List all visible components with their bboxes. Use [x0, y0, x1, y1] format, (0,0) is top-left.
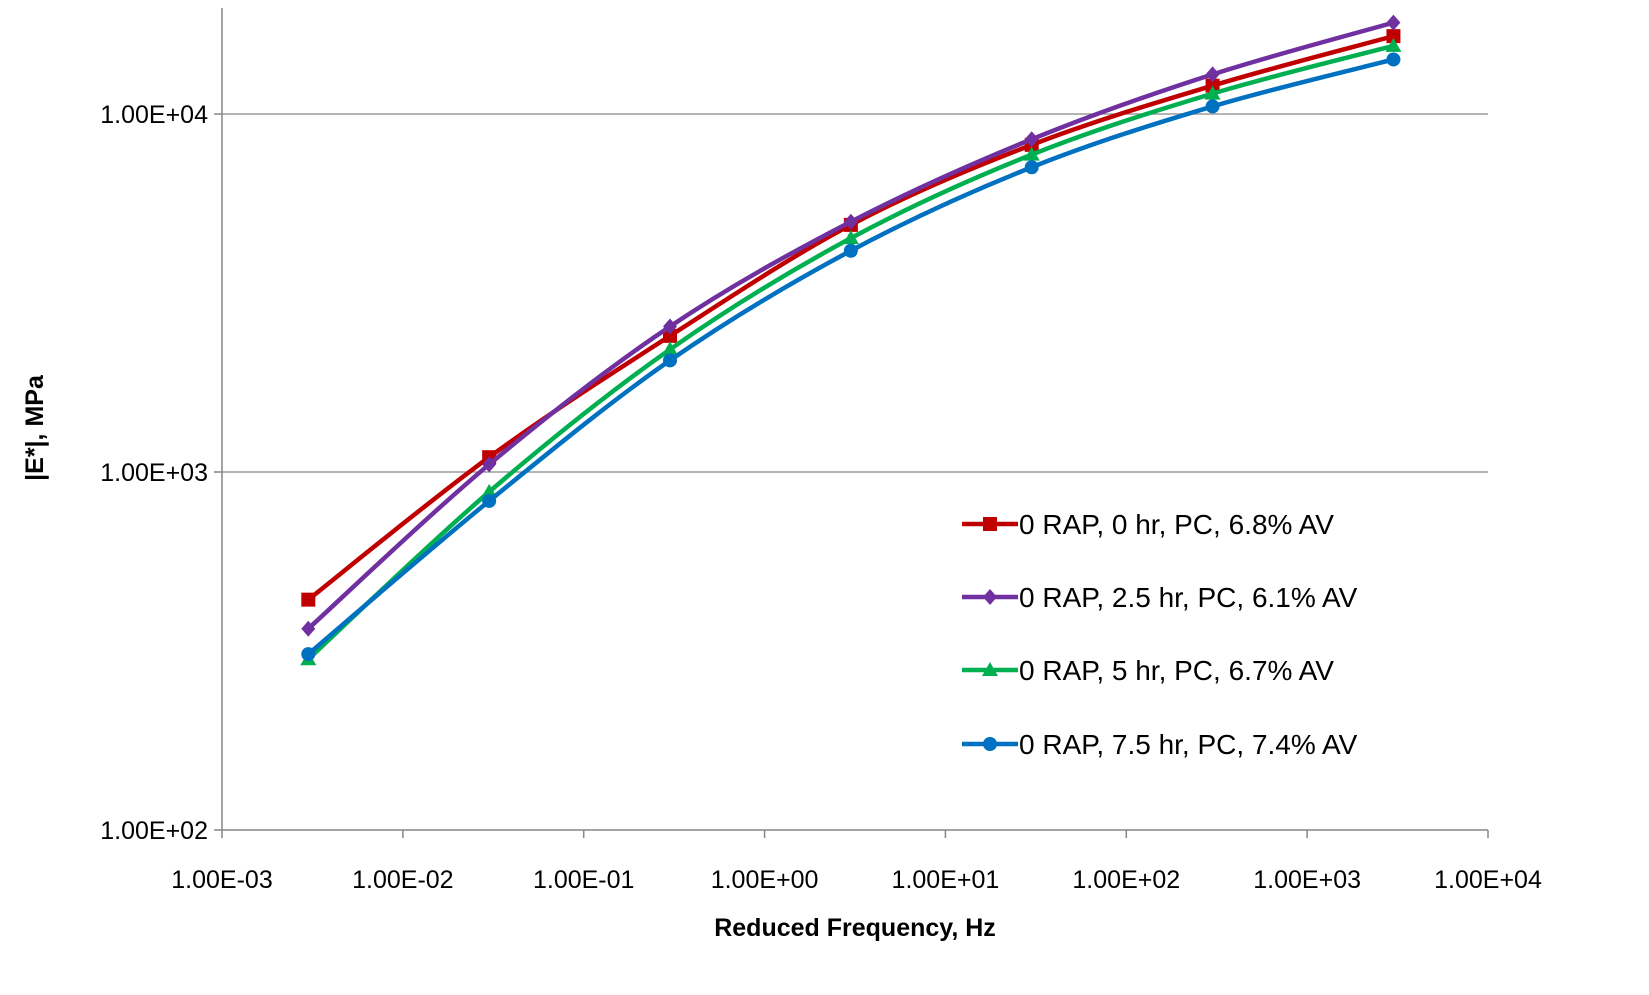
data-point-3-0: [301, 647, 316, 662]
x-axis-ticks: 1.00E-03 1.00E-02 1.00E-01 1.00E+00 1.00E+01…: [171, 830, 1542, 894]
data-point-3-2: [663, 353, 678, 368]
legend-label-2: 0 RAP, 5 hr, PC, 6.7% AV: [1019, 655, 1334, 686]
y-tick-label: 1.00E+03: [100, 459, 208, 487]
series-2: [300, 37, 1402, 666]
data-point-1-5: [1205, 66, 1220, 83]
y-tick-label: 1.00E+02: [100, 817, 208, 845]
data-point-3-6: [1386, 52, 1401, 67]
legend-item-0: 0 RAP, 0 hr, PC, 6.8% AV: [962, 509, 1334, 540]
legend-label-0: 0 RAP, 0 hr, PC, 6.8% AV: [1019, 509, 1334, 540]
series-1: [301, 14, 1401, 637]
series-line-3: [306, 57, 1394, 656]
x-axis-title: Reduced Frequency, Hz: [714, 914, 996, 942]
legend: 0 RAP, 0 hr, PC, 6.8% AV 0 RAP, 2.5 hr, P…: [962, 509, 1358, 760]
y-axis-ticks: 1.00E+02 1.00E+03 1.00E+04: [100, 101, 222, 845]
legend-marker-1: [983, 589, 997, 605]
x-tick-label: 1.00E+03: [1253, 866, 1361, 894]
grid-lines: [222, 113, 1488, 473]
data-point-2-6: [1385, 37, 1402, 52]
legend-item-3: 0 RAP, 7.5 hr, PC, 7.4% AV: [962, 729, 1358, 760]
series-line-2: [306, 43, 1395, 661]
data-point-0-0: [301, 592, 316, 607]
data-point-2-5: [1204, 85, 1221, 100]
legend-item-2: 0 RAP, 5 hr, PC, 6.7% AV: [962, 655, 1334, 686]
legend-item-1: 0 RAP, 2.5 hr, PC, 6.1% AV: [962, 582, 1358, 613]
legend-label-3: 0 RAP, 7.5 hr, PC, 7.4% AV: [1019, 729, 1358, 760]
x-tick-label: 1.00E+00: [711, 866, 819, 894]
series-3: [301, 52, 1401, 662]
x-tick-label: 1.00E-02: [352, 866, 453, 894]
data-point-1-6: [1386, 14, 1401, 31]
data-point-2-3: [842, 230, 859, 245]
data-point-3-5: [1205, 99, 1220, 114]
data-point-2-4: [1023, 146, 1040, 161]
y-axis-title: |E*|, MPa: [21, 374, 49, 481]
axes: [221, 8, 1488, 831]
legend-marker-2: [982, 662, 998, 676]
x-tick-label: 1.00E+01: [892, 866, 1000, 894]
data-point-3-3: [843, 243, 858, 258]
data-point-1-1: [482, 456, 497, 473]
legend-marker-3: [983, 737, 997, 751]
data-point-1-3: [843, 213, 858, 230]
data-point-2-1: [481, 483, 498, 498]
x-tick-label: 1.00E-03: [171, 866, 272, 894]
data-point-2-2: [662, 341, 679, 356]
y-tick-label: 1.00E+04: [100, 101, 208, 129]
data-point-1-0: [301, 620, 316, 637]
legend-marker-0: [983, 517, 997, 531]
data-point-0-2: [663, 328, 678, 343]
series-group: [300, 14, 1402, 666]
data-point-3-4: [1024, 160, 1039, 175]
data-point-1-2: [663, 318, 678, 335]
legend-label-1: 0 RAP, 2.5 hr, PC, 6.1% AV: [1019, 582, 1358, 613]
data-point-0-6: [1386, 29, 1401, 44]
data-point-3-1: [482, 493, 497, 508]
data-point-1-4: [1024, 131, 1039, 148]
x-tick-label: 1.00E+02: [1072, 866, 1180, 894]
x-tick-label: 1.00E-01: [533, 866, 634, 894]
x-tick-label: 1.00E+04: [1434, 866, 1542, 894]
